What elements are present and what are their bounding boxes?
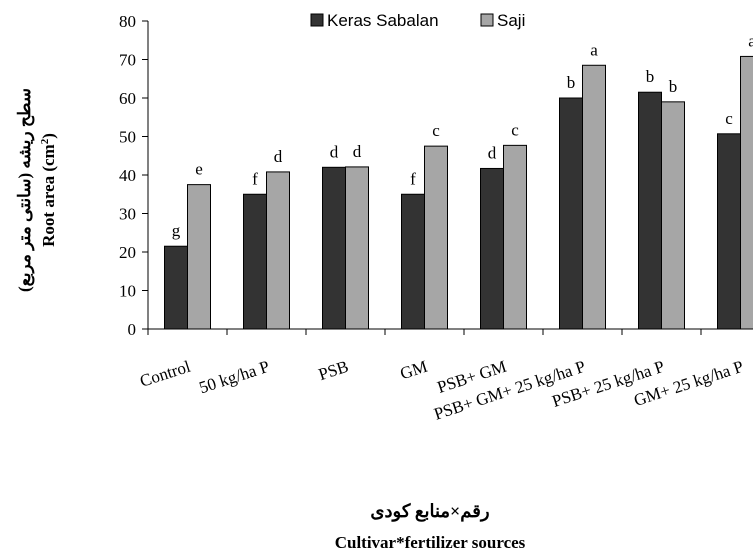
significance-letter: a — [590, 40, 598, 59]
significance-letter: d — [274, 147, 283, 166]
bar-keras-sabalan — [243, 193, 267, 330]
bar-keras-sabalan — [717, 133, 741, 330]
x-tick-label: 50 kg/ha P — [197, 357, 272, 398]
y-axis-title-fa: سطح ریشه (سانتی متر مربع) — [15, 88, 35, 292]
legend-label-saji: Saji — [497, 11, 525, 30]
significance-letter: g — [172, 221, 181, 240]
bar-keras-sabalan — [480, 167, 504, 330]
legend-swatch-saji — [480, 13, 494, 27]
y-tick-label: 20 — [119, 243, 136, 262]
y-axis-title-en-sup: 2 — [39, 138, 51, 144]
significance-letter: b — [669, 77, 678, 96]
significance-letter: b — [646, 67, 655, 86]
y-tick-label: 50 — [119, 128, 136, 147]
y-axis: 0 10 20 30 40 50 60 70 80 — [119, 12, 753, 339]
bar-keras-sabalan — [164, 245, 188, 330]
bar-keras-sabalan — [322, 166, 346, 330]
bar-keras-sabalan — [559, 97, 583, 330]
y-tick-label: 80 — [119, 12, 136, 31]
y-axis-title-en-close: ) — [39, 133, 58, 139]
x-axis-title-en: Cultivar*fertilizer sources — [335, 533, 526, 552]
x-tick-label: PSB — [316, 357, 351, 384]
bar-saji — [345, 166, 369, 330]
y-tick-label: 30 — [119, 205, 136, 224]
y-tick-label: 10 — [119, 282, 136, 301]
significance-letter: e — [195, 160, 203, 179]
legend: Keras Sabalan Saji — [310, 11, 525, 30]
bar-keras-sabalan — [638, 91, 662, 330]
significance-letter: b — [567, 73, 576, 92]
significance-letter: f — [410, 169, 416, 188]
bar-saji — [424, 145, 448, 330]
significance-letter: d — [353, 142, 362, 161]
bar-saji — [503, 144, 527, 330]
x-tick-label: Control — [137, 357, 193, 391]
bar-saji — [266, 171, 290, 330]
y-axis-title-en: Root area (cm2) — [39, 133, 58, 247]
y-tick-label: 40 — [119, 166, 136, 185]
bar-saji — [187, 184, 211, 330]
y-tick-label: 60 — [119, 89, 136, 108]
bar-saji — [661, 101, 685, 330]
bar-saji — [582, 64, 606, 330]
significance-letter: c — [511, 120, 519, 139]
legend-swatch-keras-sabalan — [310, 13, 324, 27]
bar-saji — [740, 55, 753, 330]
bars — [164, 55, 753, 330]
significance-letter: f — [252, 169, 258, 188]
x-axis-title-fa: رقم×منابع کودی — [370, 501, 489, 522]
y-axis-title-en-main: Root area (cm — [39, 144, 58, 247]
significance-letter: c — [725, 109, 733, 128]
significance-letter: a — [748, 31, 753, 50]
legend-label-keras-sabalan: Keras Sabalan — [327, 11, 439, 30]
bar-keras-sabalan — [401, 193, 425, 330]
significance-letter: d — [330, 142, 339, 161]
x-tick-label: GM — [398, 357, 430, 384]
significance-letter: d — [488, 143, 497, 162]
significance-letter: c — [432, 121, 440, 140]
y-tick-label: 0 — [128, 320, 137, 339]
y-tick-label: 70 — [119, 51, 136, 70]
